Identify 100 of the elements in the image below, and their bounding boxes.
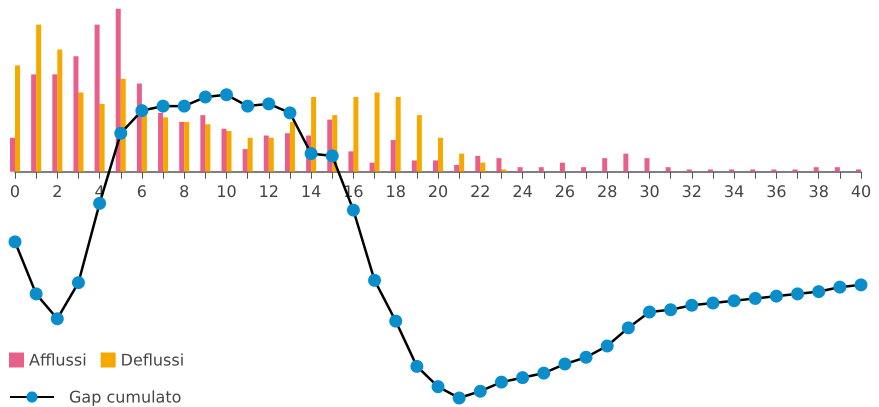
point [748,292,762,305]
point [558,358,572,371]
point [30,287,43,300]
bar [284,133,290,172]
x-tick-label: 2 [52,182,62,202]
bar [78,92,84,172]
bar [396,97,401,172]
bar [353,97,358,172]
bar [100,104,105,172]
bar [10,138,15,172]
bar [94,24,100,172]
bar [73,56,78,172]
bar [370,162,375,172]
bar [200,115,206,172]
legend-label: Deflussi [120,350,184,370]
point [664,303,678,316]
x-tick-label: 26 [554,182,576,202]
point [474,384,487,398]
point [452,392,466,404]
point [114,126,128,140]
bar [834,167,840,172]
bar [480,162,486,172]
point [706,296,720,310]
bar [438,138,443,172]
x-tick-label: 34 [724,182,744,202]
bar [226,130,232,172]
x-tick-label: 32 [682,182,702,202]
x-tick-label: 30 [639,182,660,202]
point [728,294,741,308]
bar [248,138,253,172]
legend-label: Afflussi [29,350,87,370]
point [93,196,106,210]
x-tick-label: 10 [216,182,237,202]
bar [184,122,190,172]
point [241,100,254,113]
point [198,90,212,104]
point [537,366,550,380]
bar [264,136,269,172]
bar [242,149,248,172]
bar [390,140,396,172]
bar [142,115,147,172]
bar [459,154,464,172]
bar [52,74,58,172]
point [72,276,85,290]
bar [518,167,523,172]
bar [644,158,650,172]
x-tick-label: 40 [850,182,872,202]
point [494,376,508,389]
bar [348,151,354,172]
bar [290,122,295,172]
point [685,298,698,312]
x-tick-label: 22 [470,182,490,202]
point [304,147,318,160]
point [262,97,276,110]
point [854,278,868,292]
point [516,371,530,384]
bar [496,158,502,172]
x-tick-label: 6 [136,182,147,202]
point [283,106,296,120]
point [178,100,191,113]
point [812,285,826,298]
point [135,104,148,118]
bar [36,24,42,172]
point [622,321,635,334]
bar [416,115,422,172]
bar [158,112,164,172]
x-tick-label: 14 [300,182,322,202]
bar [412,160,417,172]
point [50,312,64,326]
x-tick-label: 18 [386,182,406,202]
bar [581,167,586,172]
bar [602,158,608,172]
point [580,350,593,364]
point [410,360,424,373]
point [791,287,804,300]
point [389,314,402,328]
point [600,339,614,352]
point [368,274,382,287]
x-tick-label: 38 [808,182,829,202]
bar [179,122,184,172]
point [432,380,444,394]
point [346,204,360,217]
bar [268,138,274,172]
x-tick-label: 8 [179,182,190,202]
bar [15,65,20,172]
bar [454,164,460,172]
bar [623,154,628,172]
bar [666,167,671,172]
point [833,280,846,294]
point [220,88,233,102]
bar [814,167,819,172]
legend-label: Gap cumulato [69,388,182,406]
bar [374,92,380,172]
bar [57,50,62,172]
point [643,306,656,319]
point [156,100,170,113]
bar [560,162,565,172]
bar [475,156,480,172]
bar [433,160,438,172]
x-tick-label: 20 [428,182,448,202]
